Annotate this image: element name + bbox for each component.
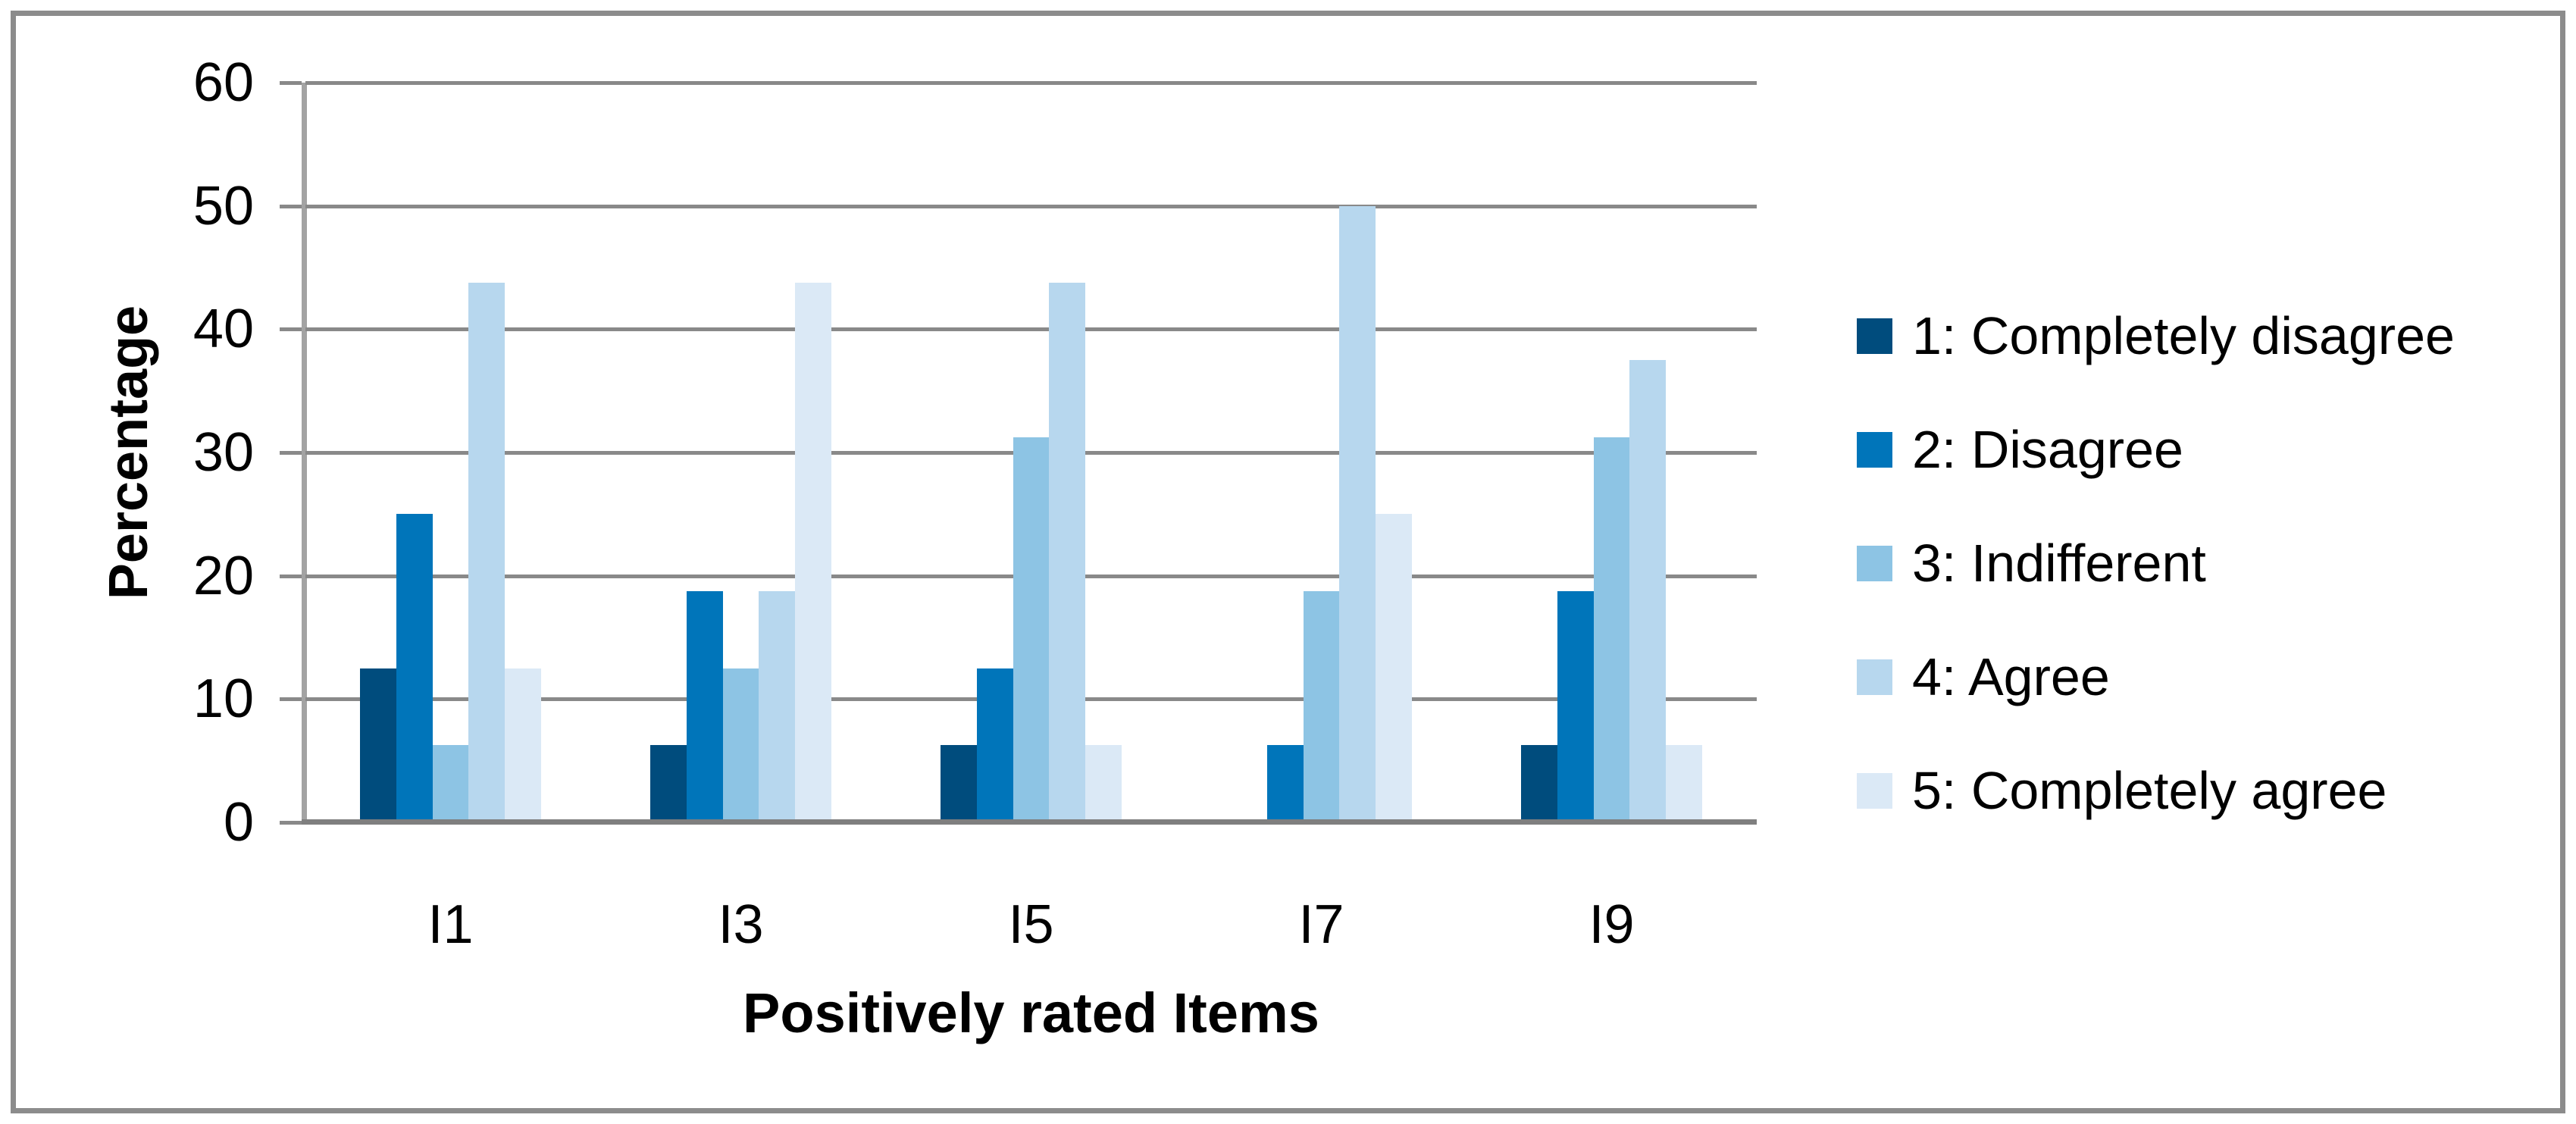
y-tick-mark-40	[280, 327, 302, 332]
x-axis-title: Positively rated Items	[743, 982, 1319, 1044]
y-tick-label-20: 20	[192, 545, 254, 606]
bar-I1-series4	[468, 283, 505, 822]
y-tick-mark-50	[280, 204, 302, 208]
legend-item-2: 2: Disagree	[1857, 393, 2455, 506]
y-tick-label-0: 0	[223, 792, 254, 853]
bar-I1-series3	[432, 745, 469, 822]
x-tick-label-I7: I7	[1298, 894, 1344, 955]
y-axis-tick-labels: 0 10 20 30 40 50 60	[91, 55, 254, 850]
bar-group-I1	[305, 83, 596, 822]
bar-I1-series2	[396, 514, 433, 822]
legend-label-3: 3: Indifferent	[1912, 534, 2206, 593]
y-tick-mark-10	[280, 697, 302, 702]
legend-swatch-2	[1857, 431, 1892, 468]
bar-I1-series5	[505, 668, 542, 822]
bar-I9-series2	[1557, 591, 1594, 822]
legend-item-1: 1: Completely disagree	[1857, 279, 2455, 393]
legend-swatch-1	[1857, 318, 1892, 354]
bar-I5-series1	[940, 745, 977, 822]
bar-I5-series3	[1013, 437, 1050, 822]
bar-I5-series4	[1049, 283, 1086, 822]
x-axis-tick-labels: I1 I3 I5 I7 I9	[305, 891, 1757, 959]
legend-item-4: 4: Agree	[1857, 620, 2455, 734]
bar-I9-series4	[1629, 360, 1667, 822]
y-tick-label-40: 40	[192, 299, 254, 360]
bar-I1-series1	[359, 668, 396, 822]
bar-groups	[305, 83, 1757, 822]
x-tick-label-I5: I5	[1008, 894, 1054, 955]
y-tick-mark-0	[280, 821, 302, 825]
y-tick-label-50: 50	[192, 175, 254, 236]
bar-I7-series3	[1303, 591, 1340, 822]
bar-group-I7	[1176, 83, 1466, 822]
bar-I7-series5	[1376, 514, 1413, 822]
gridline-50	[305, 204, 1757, 208]
y-tick-label-10: 10	[192, 668, 254, 730]
legend: 1: Completely disagree 2: Disagree 3: Indi…	[1857, 279, 2455, 847]
bar-I7-series2	[1266, 745, 1304, 822]
bar-I9-series5	[1666, 745, 1703, 822]
x-tick-label-I1: I1	[427, 894, 474, 955]
legend-label-4: 4: Agree	[1912, 647, 2110, 706]
y-tick-label-60: 60	[192, 52, 254, 113]
plot-area	[280, 81, 1757, 825]
y-tick-mark-20	[280, 574, 302, 578]
bar-I3-series2	[686, 591, 723, 822]
legend-swatch-5	[1857, 772, 1892, 809]
legend-label-2: 2: Disagree	[1912, 420, 2183, 479]
legend-swatch-4	[1857, 659, 1892, 695]
gridline-60	[305, 81, 1757, 85]
x-tick-label-I3: I3	[718, 894, 764, 955]
y-tick-mark-60	[280, 81, 302, 85]
bar-group-I9	[1466, 83, 1757, 822]
bar-I3-series5	[795, 283, 832, 822]
bar-I7-series4	[1339, 205, 1376, 822]
bar-group-I5	[886, 83, 1176, 822]
bar-I5-series5	[1085, 745, 1122, 822]
legend-label-1: 1: Completely disagree	[1912, 306, 2455, 365]
bar-I9-series1	[1520, 745, 1557, 822]
legend-item-5: 5: Completely agree	[1857, 734, 2455, 847]
x-axis-line	[302, 819, 1757, 825]
bar-group-I3	[596, 83, 886, 822]
legend-label-5: 5: Completely agree	[1912, 761, 2387, 820]
legend-swatch-3	[1857, 545, 1892, 581]
bar-I3-series3	[722, 668, 759, 822]
legend-item-3: 3: Indifferent	[1857, 506, 2455, 620]
y-tick-label-30: 30	[192, 422, 254, 483]
y-axis-line	[302, 83, 307, 822]
gridline-40	[305, 327, 1757, 332]
bar-I3-series4	[759, 591, 796, 822]
x-tick-label-I9: I9	[1588, 894, 1635, 955]
bar-I9-series3	[1593, 437, 1630, 822]
bar-I5-series2	[976, 668, 1013, 822]
bar-I3-series1	[649, 745, 687, 822]
y-tick-mark-30	[280, 451, 302, 455]
